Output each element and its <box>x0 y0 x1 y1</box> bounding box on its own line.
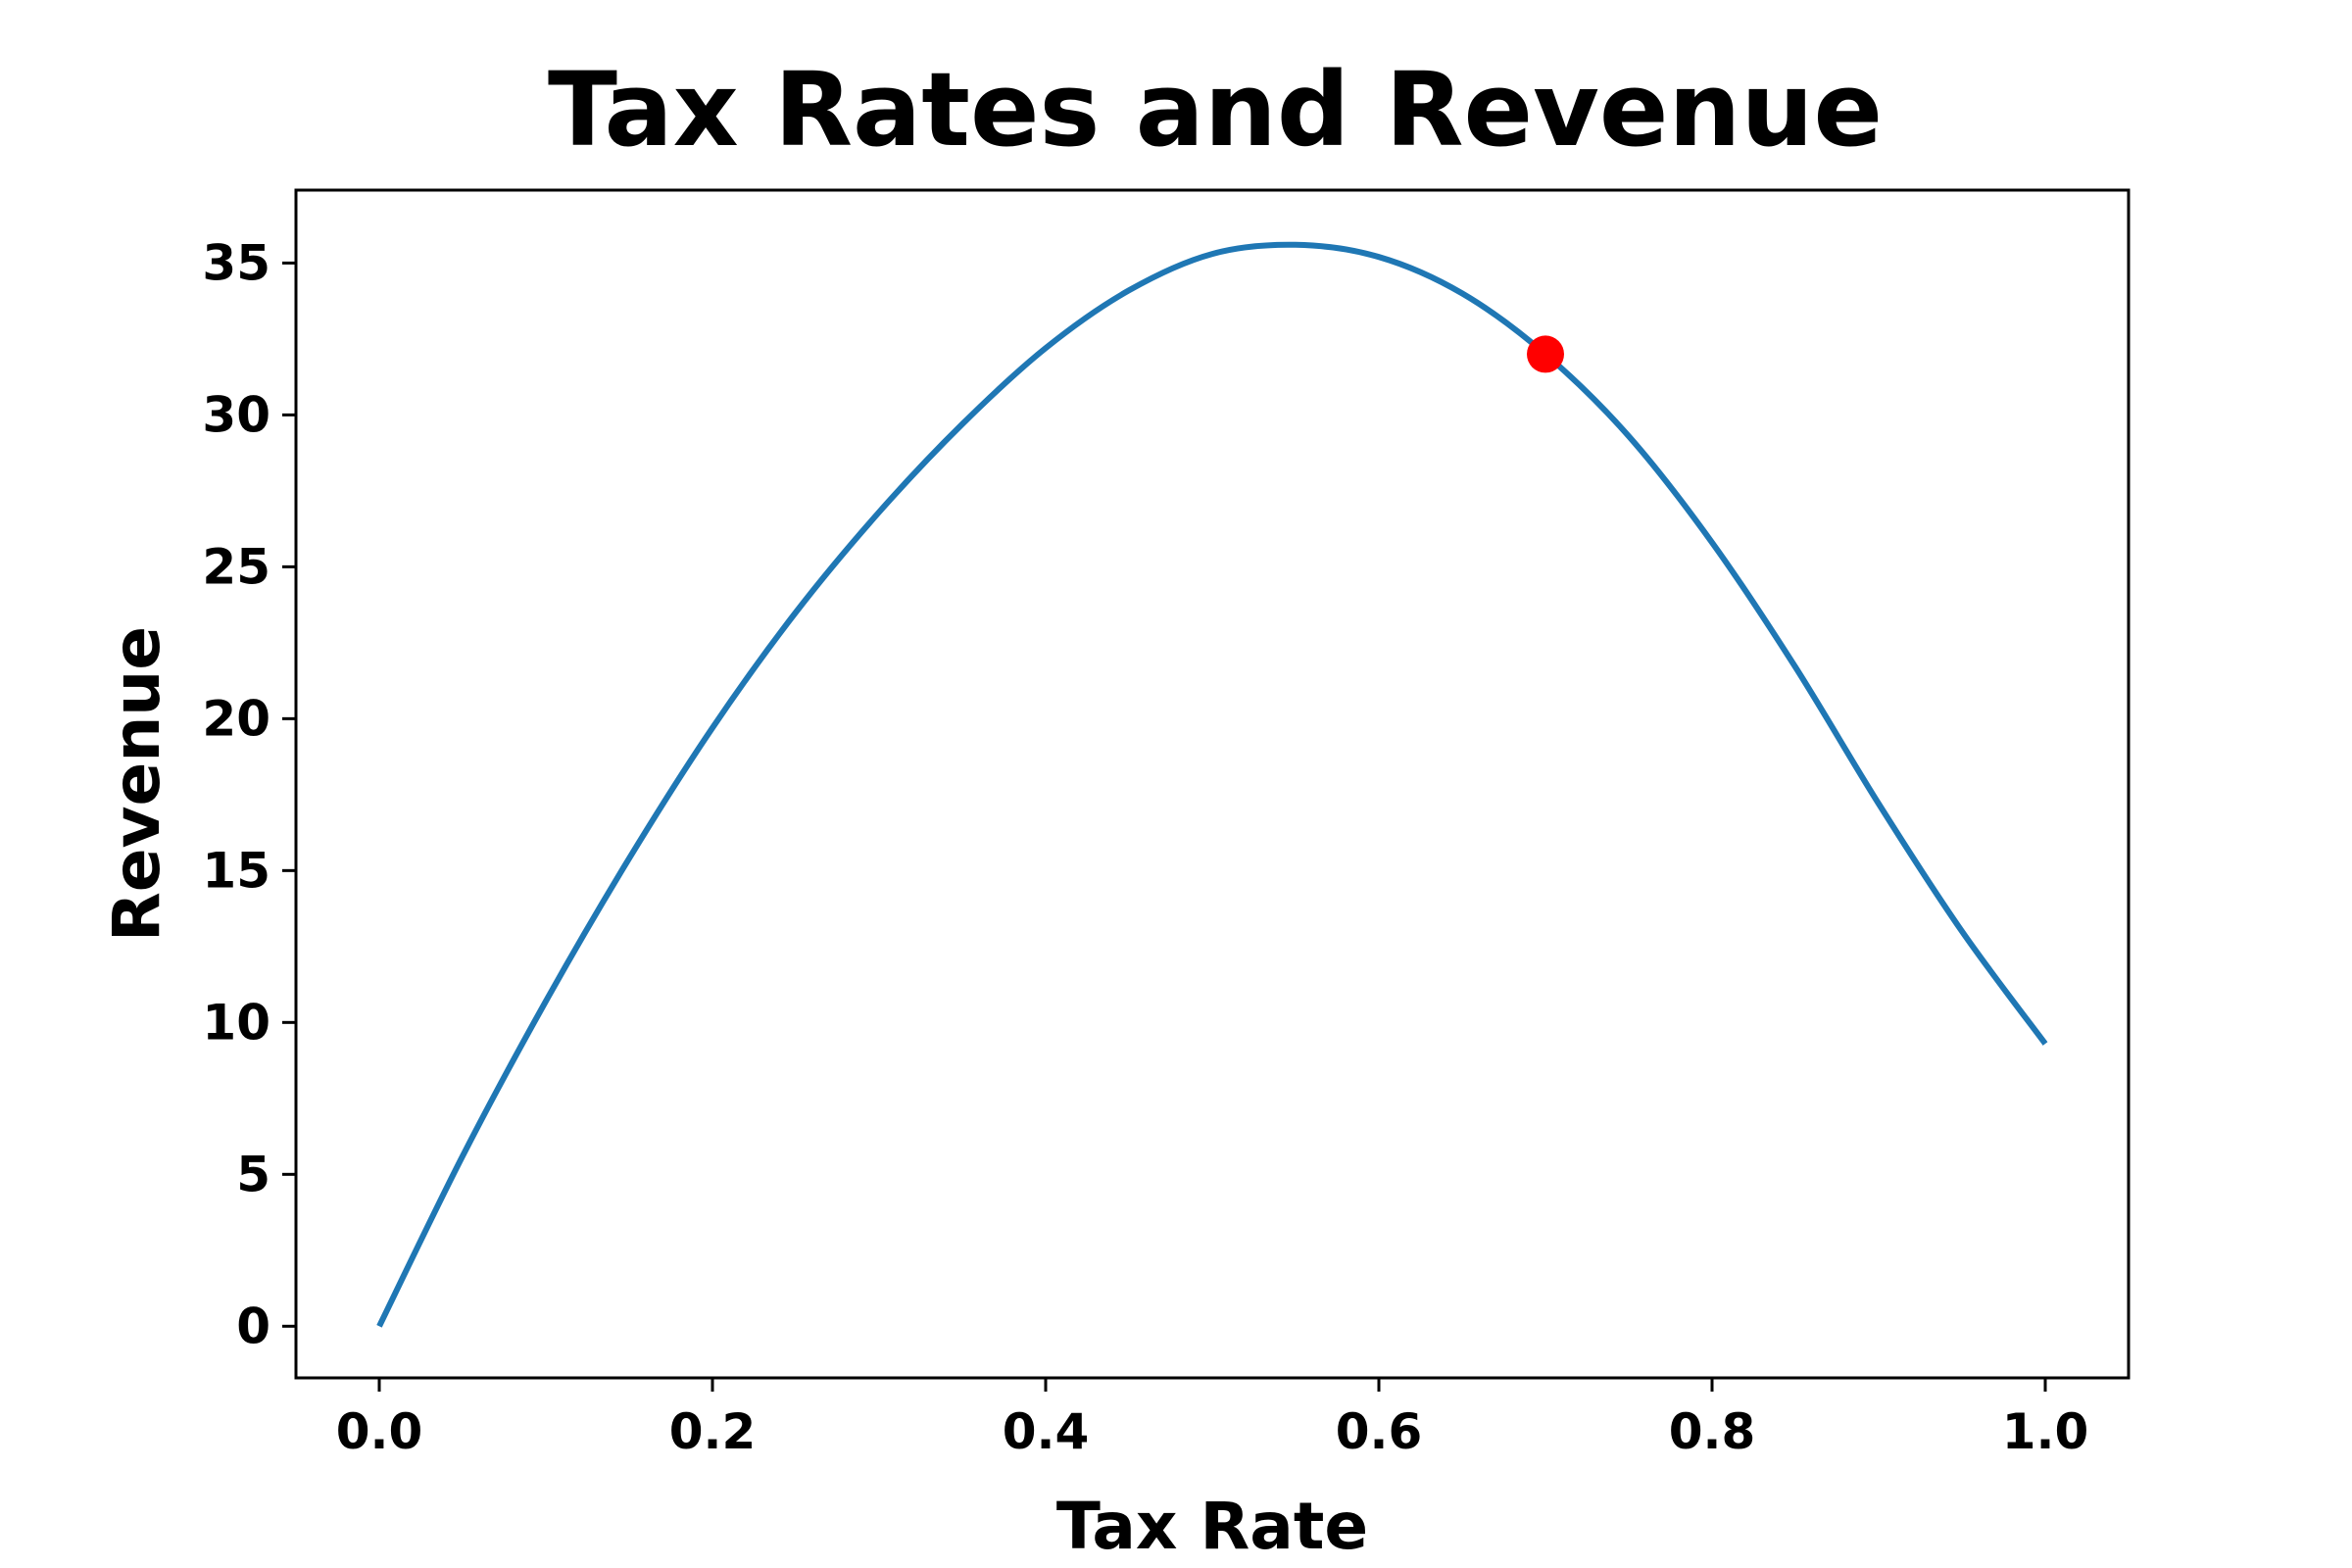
y-tick-label: 20 <box>202 690 270 747</box>
y-tick-label: 5 <box>236 1146 270 1202</box>
x-tick-label: 0.4 <box>1003 1403 1090 1460</box>
x-tick-label: 1.0 <box>2002 1403 2089 1460</box>
y-tick-label: 25 <box>202 538 270 595</box>
y-tick-label: 30 <box>202 386 270 443</box>
x-axis-ticks: 0.0 0.2 0.4 0.6 0.8 1.0 <box>336 1378 2089 1460</box>
plot-frame <box>294 188 2131 1380</box>
y-tick-label: 35 <box>202 234 270 291</box>
chart-title: Tax Rates and Revenue <box>548 50 1883 170</box>
y-axis-ticks: 0 5 10 15 20 25 30 35 <box>202 234 296 1354</box>
x-tick-label: 0.8 <box>1669 1403 1756 1460</box>
y-tick-label: 0 <box>236 1298 270 1354</box>
revenue-curve <box>376 241 2048 1328</box>
y-axis-label: Revenue <box>99 626 174 942</box>
highlight-point <box>1527 335 1564 373</box>
y-tick-label: 15 <box>202 842 270 899</box>
x-tick-label: 0.6 <box>1336 1403 1423 1460</box>
y-tick-label: 10 <box>202 994 270 1051</box>
x-axis-label: Tax Rate <box>1056 1489 1368 1564</box>
x-tick-label: 0.2 <box>669 1403 757 1460</box>
x-tick-label: 0.0 <box>336 1403 423 1460</box>
